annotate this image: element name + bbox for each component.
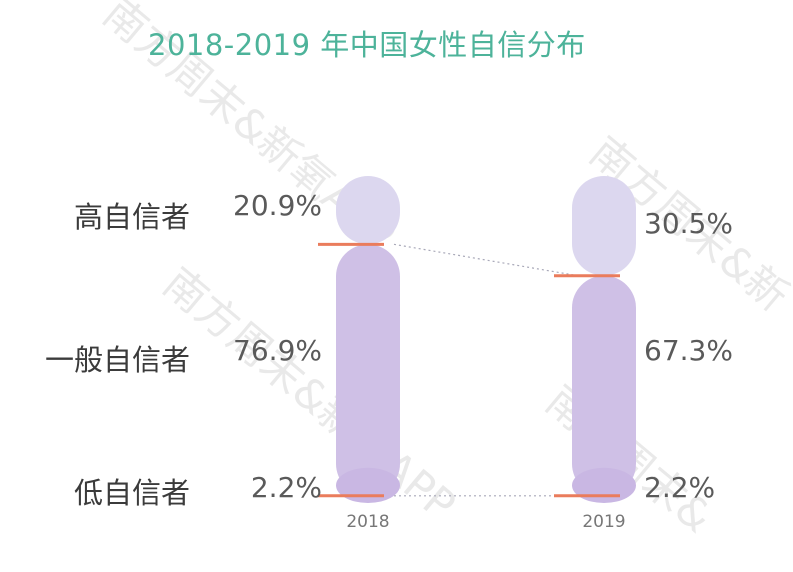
chart-title: 2018-2019 年中国女性自信分布 <box>148 28 586 62</box>
data-label: 76.9% <box>233 334 322 367</box>
x-tick-label: 2019 <box>582 512 625 532</box>
data-label: 2.2% <box>644 471 715 504</box>
data-label: 30.5% <box>644 207 733 240</box>
series-label-low: 低自信者 <box>73 476 190 510</box>
data-label: 2.2% <box>251 471 322 504</box>
bar-segment-high <box>336 176 400 245</box>
bar-segment-low <box>572 467 636 503</box>
data-label: 20.9% <box>233 189 322 222</box>
connector-line <box>393 243 579 277</box>
series-label-middle: 一般自信者 <box>44 343 190 377</box>
bar-segment-middle <box>336 244 400 496</box>
bar-segment-high <box>572 176 636 276</box>
bar-segment-low <box>336 467 400 503</box>
data-label: 67.3% <box>644 334 733 367</box>
x-tick-label: 2018 <box>346 512 389 532</box>
bar-segment-middle <box>572 275 636 496</box>
series-label-high: 高自信者 <box>73 200 190 234</box>
